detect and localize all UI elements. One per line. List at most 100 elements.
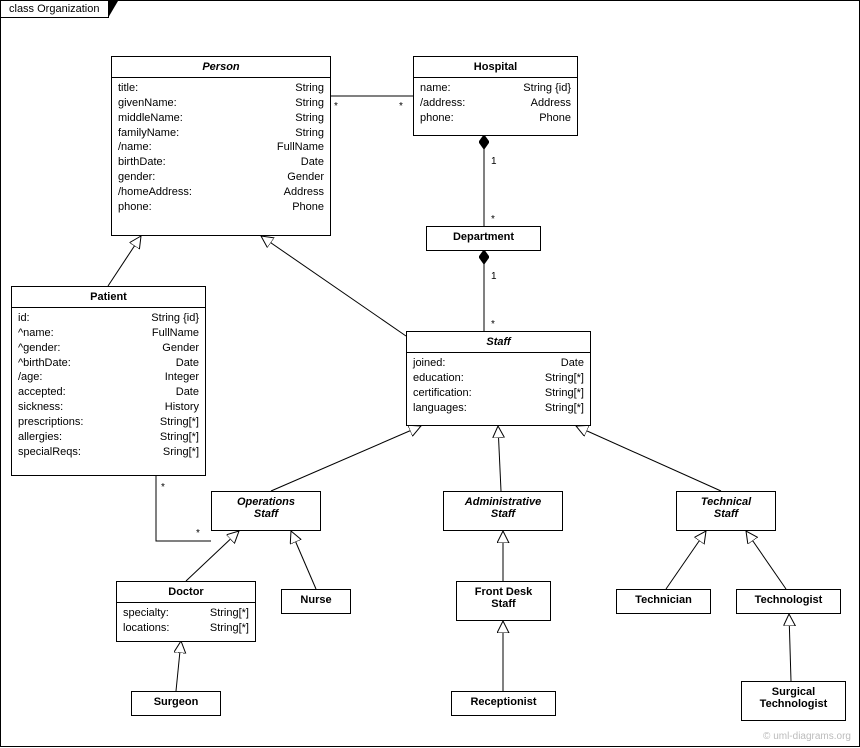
attr-type: FullName	[277, 140, 324, 155]
attr-row: /address:Address	[420, 96, 571, 111]
class-technologist: Technologist	[736, 589, 841, 614]
attr-name: id:	[18, 311, 30, 326]
attr-type: Date	[176, 356, 199, 371]
attr-row: birthDate: Date	[118, 155, 324, 170]
attr-type: Address	[284, 185, 324, 200]
class-hospital: Hospitalname:String {id}/address:Address…	[413, 56, 578, 136]
attr-type: Sring[*]	[163, 445, 199, 460]
attr-type: String {id}	[151, 311, 199, 326]
attr-row: phone:Phone	[420, 111, 571, 126]
attr-type: Address	[531, 96, 571, 111]
attr-name: phone:	[118, 200, 152, 215]
attr-type: History	[165, 400, 199, 415]
uml-class-diagram: class Organization Persontitle:Stringgiv…	[0, 0, 860, 747]
attr-type: FullName	[152, 326, 199, 341]
attr-name: certification:	[413, 386, 472, 401]
attr-type: String[*]	[545, 386, 584, 401]
attr-row: /age:Integer	[18, 370, 199, 385]
attr-name: prescriptions:	[18, 415, 83, 430]
class-attrs: name:String {id}/address:Addressphone:Ph…	[414, 78, 577, 131]
class-name: Doctor	[117, 582, 255, 603]
attr-name: specialReqs:	[18, 445, 81, 460]
class-technician: Technician	[616, 589, 711, 614]
edge-generalization	[108, 236, 141, 286]
class-name: OperationsStaff	[212, 492, 320, 524]
attr-name: ^birthDate:	[18, 356, 71, 371]
class-name: Staff	[407, 332, 590, 353]
watermark: © uml-diagrams.org	[763, 731, 851, 742]
class-staff: Staff joined:Dateeducation:String[*]certi…	[406, 331, 591, 426]
edge-generalization	[498, 426, 501, 491]
attr-type: String[*]	[160, 430, 199, 445]
attr-row: gender:Gender	[118, 170, 324, 185]
class-name: Front DeskStaff	[457, 582, 550, 614]
attr-row: title:String	[118, 81, 324, 96]
attr-row: familyName:String	[118, 126, 324, 141]
attr-name: birthDate:	[118, 155, 166, 170]
attr-type: String[*]	[160, 415, 199, 430]
attr-name: ^name:	[18, 326, 54, 341]
class-name: AdministrativeStaff	[444, 492, 562, 524]
attr-row: middleName:String	[118, 111, 324, 126]
class-receptionist: Receptionist	[451, 691, 556, 716]
class-name: Nurse	[282, 590, 350, 610]
attr-name: /age:	[18, 370, 42, 385]
class-name: Person	[112, 57, 330, 78]
attr-row: accepted:Date	[18, 385, 199, 400]
attr-name: title:	[118, 81, 138, 96]
multiplicity: *	[491, 214, 495, 225]
edge-generalization	[666, 531, 706, 589]
class-name: Patient	[12, 287, 205, 308]
attr-row: phone: Phone	[118, 200, 324, 215]
attr-name: allergies:	[18, 430, 62, 445]
attr-name: locations:	[123, 621, 169, 636]
class-operationsstaff: OperationsStaff	[211, 491, 321, 531]
class-attrs: title:StringgivenName: StringmiddleName:S…	[112, 78, 330, 220]
attr-name: /homeAddress:	[118, 185, 192, 200]
multiplicity: *	[334, 101, 338, 112]
attr-row: givenName: String	[118, 96, 324, 111]
multiplicity: *	[161, 482, 165, 493]
attr-row: specialty:String[*]	[123, 606, 249, 621]
edge-generalization	[271, 426, 421, 491]
edge-generalization	[291, 531, 316, 589]
attr-row: id: String {id}	[18, 311, 199, 326]
attr-name: familyName:	[118, 126, 179, 141]
attr-name: sickness:	[18, 400, 63, 415]
attr-type: Gender	[162, 341, 199, 356]
class-attrs: specialty:String[*]locations:String[*]	[117, 603, 255, 641]
attr-name: specialty:	[123, 606, 169, 621]
class-name: Receptionist	[452, 692, 555, 712]
multiplicity: *	[491, 319, 495, 330]
attr-name: accepted:	[18, 385, 66, 400]
edge-generalization	[261, 236, 406, 336]
class-doctor: Doctorspecialty:String[*]locations:Strin…	[116, 581, 256, 642]
attr-row: /homeAddress: Address	[118, 185, 324, 200]
attr-type: Date	[301, 155, 324, 170]
attr-row: joined:Date	[413, 356, 584, 371]
attr-row: ^gender:Gender	[18, 341, 199, 356]
multiplicity: *	[196, 528, 200, 539]
class-attrs: id: String {id} ^name: FullName^gender:Gend…	[12, 308, 205, 464]
multiplicity: 1	[491, 156, 497, 167]
class-administrativestaff: AdministrativeStaff	[443, 491, 563, 531]
class-surgeon: Surgeon	[131, 691, 221, 716]
attr-name: languages:	[413, 401, 467, 416]
class-name: TechnicalStaff	[677, 492, 775, 524]
attr-name: /name:	[118, 140, 152, 155]
attr-name: givenName:	[118, 96, 177, 111]
edge-generalization	[746, 531, 786, 589]
attr-row: education:String[*]	[413, 371, 584, 386]
edge-generalization	[176, 641, 181, 691]
attr-type: String	[295, 96, 324, 111]
attr-type: Gender	[287, 170, 324, 185]
class-department: Department	[426, 226, 541, 251]
attr-type: Phone	[292, 200, 324, 215]
edge-generalization	[789, 614, 791, 681]
class-nurse: Nurse	[281, 589, 351, 614]
attr-row: certification: String[*]	[413, 386, 584, 401]
class-frontdeskstaff: Front DeskStaff	[456, 581, 551, 621]
attr-row: languages: String[*]	[413, 401, 584, 416]
attr-type: String[*]	[545, 401, 584, 416]
class-name: Hospital	[414, 57, 577, 78]
